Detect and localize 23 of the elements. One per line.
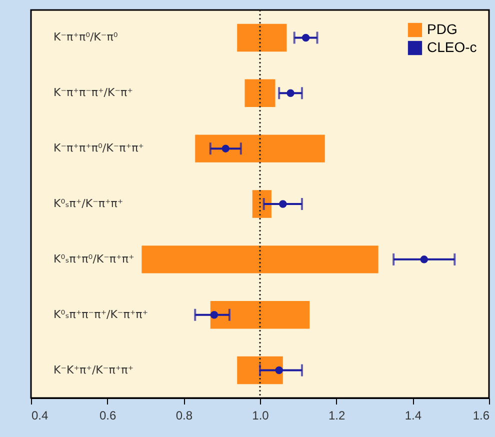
y-tick-label: K⁻π⁺π⁰/K⁻π⁰ [54,30,118,44]
x-tick-label: 1.2 [328,408,346,422]
x-tick-label: 1.4 [404,408,422,422]
y-tick-label: K⁰ₛπ⁺π⁻π⁺/K⁻π⁺π⁺ [54,308,148,321]
y-tick-label: K⁻π⁺π⁻π⁺/K⁻π⁺ [54,86,134,100]
point [286,89,294,98]
legend-label: CLEO-c [427,39,477,55]
point [210,310,218,319]
x-tick-label: 0.6 [99,408,116,422]
point [302,34,310,42]
y-tick-label: K⁰ₛπ⁺/K⁻π⁺π⁺ [54,197,124,210]
y-tick-label: K⁰ₛπ⁺π⁰/K⁻π⁺π⁺ [54,252,134,266]
point [275,366,283,374]
point [279,200,287,208]
x-tick-label: 0.4 [32,408,49,422]
legend-label: PDG [427,21,458,37]
point [420,256,428,264]
y-tick-label: K⁻π⁺π⁺π⁰/K⁻π⁺π⁺ [54,142,144,155]
y-tick-label: K⁻K⁺π⁺/K⁻π⁺π⁺ [54,363,134,376]
x-tick-label: 1.0 [252,408,270,422]
x-tick-label: 0.8 [176,408,193,422]
point [222,144,230,152]
x-tick-label: 1.6 [472,408,490,422]
